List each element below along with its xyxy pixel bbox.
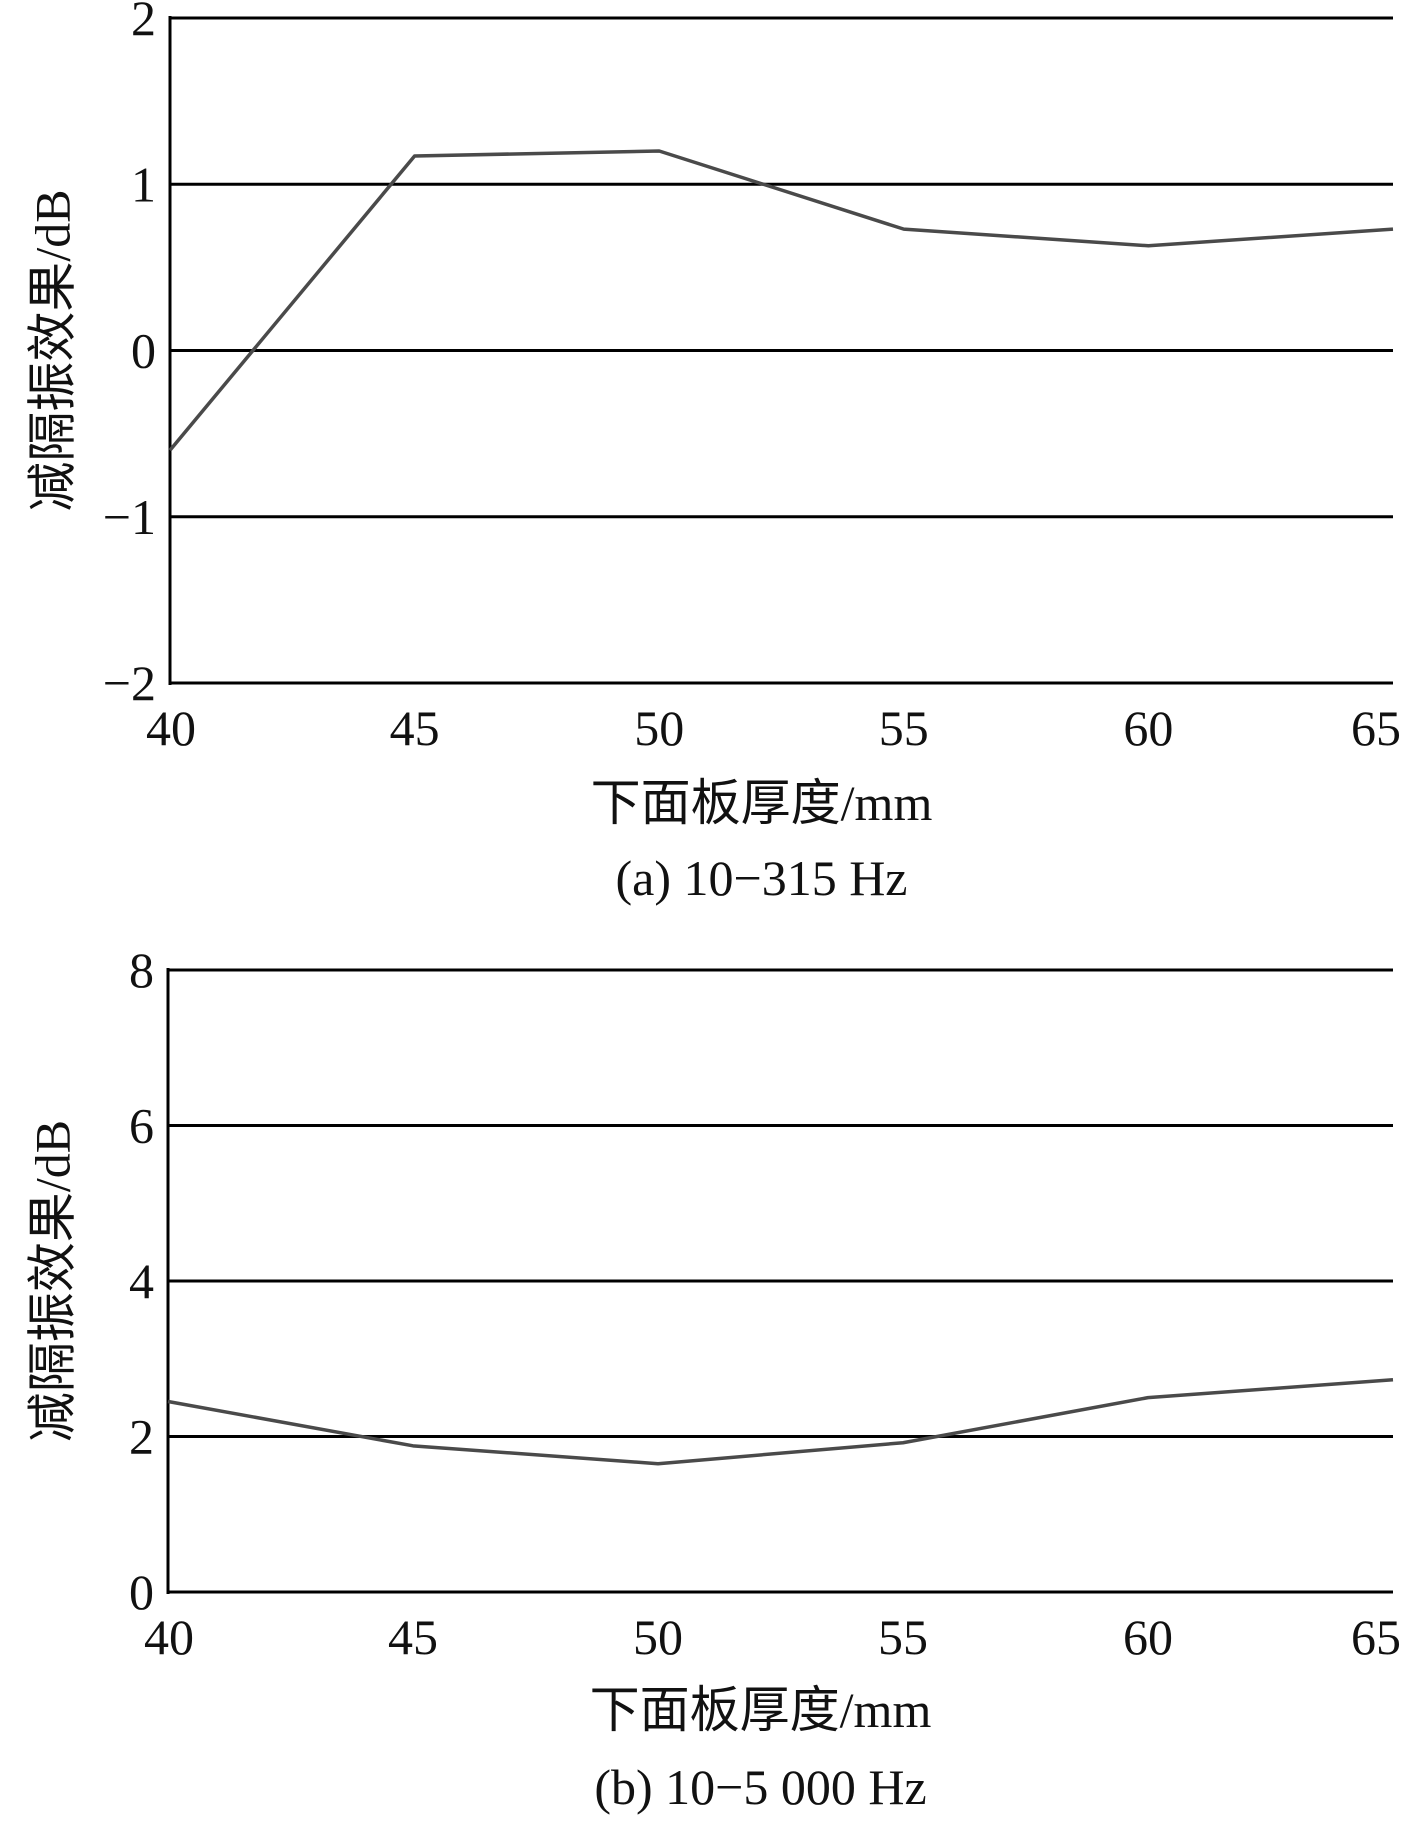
chart-b-axes (166, 968, 1393, 1594)
chart-a: 2 1 0 −1 −2 40 45 50 55 60 65 减隔振效果/dB 下面板厚度/mm (… (24, 0, 1401, 906)
chart-b-series-line (167, 1377, 1394, 1466)
chart-b-y-tick-label: 2 (129, 1409, 154, 1465)
chart-b-x-ticks: 40 45 50 55 60 65 (144, 1609, 1401, 1665)
chart-a-series-line (168, 149, 1394, 452)
chart-b-x-axis-label: 下面板厚度/mm (590, 1682, 932, 1738)
chart-a-y-tick-label: −1 (103, 489, 156, 545)
chart-a-caption: (a) 10−315 Hz (616, 850, 908, 906)
chart-a-x-tick-label: 55 (879, 700, 929, 756)
chart-b-x-tick-label: 40 (144, 1609, 194, 1665)
chart-a-y-tick-label: 0 (131, 323, 156, 379)
chart-a-y-tick-label: 1 (131, 156, 156, 212)
chart-a-x-tick-label: 60 (1123, 700, 1173, 756)
chart-a-x-tick-label: 50 (634, 700, 684, 756)
chart-b-x-tick-label: 60 (1123, 1609, 1173, 1665)
chart-a-y-axis-label: 减隔振效果/dB (24, 189, 80, 511)
chart-b-y-axis-label: 减隔振效果/dB (24, 1120, 80, 1442)
chart-b-y-tick-label: 4 (129, 1253, 154, 1309)
chart-b-caption: (b) 10−5 000 Hz (594, 1759, 926, 1815)
chart-a-gridlines (170, 16, 1393, 519)
chart-a-x-tick-label: 45 (390, 700, 440, 756)
chart-b-x-tick-label: 55 (878, 1609, 928, 1665)
chart-a-y-tick-label: −2 (103, 655, 156, 711)
chart-a-y-tick-label: 2 (131, 0, 156, 46)
chart-a-x-tick-label: 65 (1351, 700, 1401, 756)
chart-b-x-tick-label: 65 (1351, 1609, 1401, 1665)
chart-a-x-ticks: 40 45 50 55 60 65 (146, 700, 1401, 756)
chart-b-y-tick-label: 0 (129, 1564, 154, 1620)
chart-b: 8 6 4 2 0 40 45 50 55 60 65 减隔振效果/dB 下面板厚度/mm (b)… (24, 942, 1401, 1815)
chart-a-axes (168, 16, 1393, 685)
chart-a-x-tick-label: 40 (146, 700, 196, 756)
chart-a-series (168, 149, 1394, 452)
chart-b-x-tick-label: 45 (388, 1609, 438, 1665)
chart-b-y-tick-label: 8 (129, 942, 154, 998)
chart-b-x-tick-label: 50 (633, 1609, 683, 1665)
chart-b-y-tick-label: 6 (129, 1098, 154, 1154)
chart-a-y-ticks: 2 1 0 −1 −2 (103, 0, 156, 711)
chart-a-x-axis-label: 下面板厚度/mm (591, 775, 933, 831)
chart-b-gridlines (168, 968, 1393, 1438)
chart-b-y-ticks: 8 6 4 2 0 (129, 942, 154, 1620)
chart-b-series (167, 1377, 1394, 1466)
